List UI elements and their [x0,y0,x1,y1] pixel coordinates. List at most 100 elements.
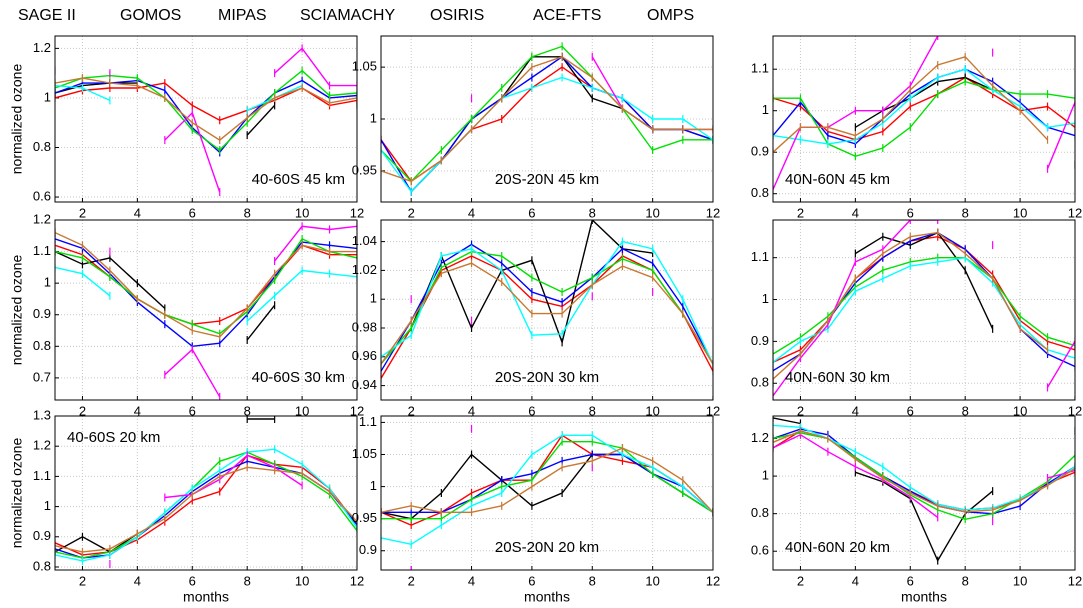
plot-area [381,220,713,400]
series-line [381,250,713,365]
x-tick-label: 4 [468,573,475,588]
x-tick-label: 2 [797,573,804,588]
x-tick-label: 4 [852,573,859,588]
y-tick-label: 0.8 [751,505,769,520]
series-line [773,231,1075,372]
x-tick-label: 10 [645,573,659,588]
x-axis-label: months [901,589,947,605]
y-tick-label: 1.05 [352,446,377,461]
y-tick-label: 1 [370,478,377,493]
y-tick-label: 1.2 [751,430,769,445]
series-line [773,428,1075,515]
x-tick-label: 12 [706,205,720,220]
x-tick-label: 10 [295,573,309,588]
series-line [381,76,713,193]
y-tick-label: 1.2 [33,40,51,55]
series-line [55,451,357,559]
axes-frame [380,219,714,401]
x-tick-label: 2 [79,205,86,220]
series-line [773,231,1048,380]
y-tick-label: 0.8 [751,375,769,390]
y-tick-label: 0.9 [751,333,769,348]
y-tick-label: 1.05 [352,59,377,74]
series-line [773,80,1075,158]
series-line [381,447,713,513]
y-axis-label: normalized ozone [9,438,25,549]
series-line [773,257,1075,355]
y-tick-label: 1.1 [33,243,51,258]
x-tick-label: 12 [1068,205,1082,220]
x-tick-label: 6 [528,205,535,220]
y-tick-label: 0.6 [33,188,51,203]
axes-frame [54,35,358,203]
x-tick-label: 12 [1068,573,1082,588]
series-line [55,466,357,553]
series-line [381,255,713,379]
y-tick-label: 1 [370,291,377,306]
x-tick-label: 8 [589,573,596,588]
legend-entry: SAGE II [18,7,76,24]
series-line [55,69,357,151]
x-tick-label: 2 [408,573,415,588]
x-tick-label: 12 [706,403,720,418]
series-line [381,240,713,365]
axes-frame [54,415,358,571]
axes-frame [772,219,1076,401]
series-line [773,68,1075,145]
series-line [381,453,713,513]
y-tick-label: 0.8 [33,139,51,154]
panel-label: 20S-20N 20 km [495,539,599,556]
x-tick-label: 6 [907,205,914,220]
x-tick-label: 10 [1013,205,1027,220]
plot-area [773,36,1075,194]
panel-label: 40N-60N 20 km [785,539,890,556]
series-line [55,79,357,154]
x-tick-label: 10 [645,205,659,220]
y-tick-label: 1 [44,275,51,290]
series-line [773,68,1075,145]
y-tick-label: 1 [762,468,769,483]
series-line [55,238,357,348]
y-tick-label: 1 [44,89,51,104]
series-line [773,256,1075,363]
x-tick-label: 8 [244,205,251,220]
y-tick-label: 1.3 [33,407,51,422]
legend-entry: GOMOS [120,7,181,24]
y-tick-label: 1.04 [352,233,377,248]
x-tick-label: 8 [962,403,969,418]
series-line [55,231,357,338]
x-tick-label: 6 [189,403,196,418]
x-axis-label: months [524,589,570,605]
legend-entry: SCIAMACHY [300,7,395,24]
x-tick-label: 4 [134,403,141,418]
y-tick-label: 1.1 [751,61,769,76]
y-tick-label: 1.2 [33,211,51,226]
y-tick-label: 1 [44,498,51,513]
x-tick-label: 2 [79,573,86,588]
x-tick-label: 4 [852,403,859,418]
x-tick-label: 4 [468,403,475,418]
axes-frame [380,415,714,571]
legend-entry: OMPS [647,7,694,24]
x-tick-label: 12 [1068,403,1082,418]
series-line [55,454,357,556]
panel-label: 20S-20N 30 km [495,369,599,386]
legend-entry: OSIRIS [430,7,484,24]
y-tick-label: 0.94 [352,377,377,392]
y-tick-label: 1.1 [751,249,769,264]
x-tick-label: 2 [408,403,415,418]
x-tick-label: 12 [350,403,364,418]
x-tick-label: 6 [907,403,914,418]
plot-area [773,416,1075,565]
series-line [55,418,275,553]
y-tick-label: 1.1 [33,468,51,483]
series-line [773,430,1075,513]
x-tick-label: 4 [468,205,475,220]
y-tick-label: 0.9 [751,144,769,159]
y-tick-label: 0.6 [751,543,769,558]
series-line [381,56,713,183]
y-tick-label: 0.96 [352,348,377,363]
y-tick-label: 1.1 [359,414,377,429]
legend-entry: ACE-FTS [533,7,601,24]
